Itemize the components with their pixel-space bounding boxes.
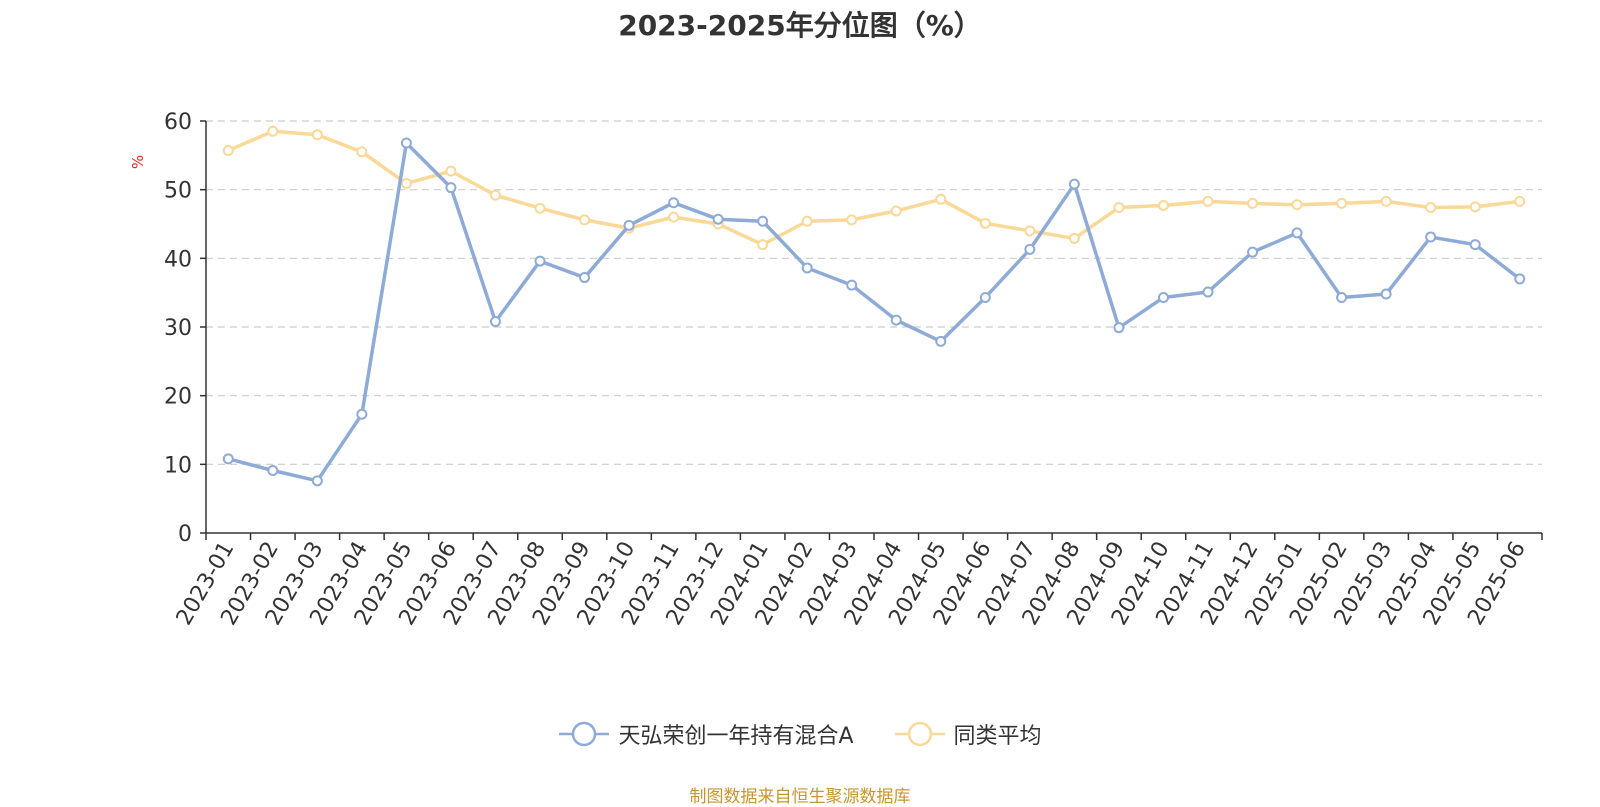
legend-label: 天弘荣创一年持有混合A (618, 724, 854, 749)
data-point (400, 137, 412, 149)
data-point (757, 215, 769, 227)
legend-item[interactable]: 天弘荣创一年持有混合A (558, 718, 854, 750)
data-point (890, 205, 902, 217)
y-tick-label: 60 (164, 110, 192, 135)
data-point (267, 125, 279, 137)
data-point (1514, 273, 1526, 285)
data-point (267, 465, 279, 477)
data-point (1202, 286, 1214, 298)
source-note: 制图数据来自恒生聚源数据库 (689, 787, 911, 807)
data-point (534, 202, 546, 214)
data-point (1157, 291, 1169, 303)
data-point (712, 213, 724, 225)
data-point (668, 211, 680, 223)
data-point (979, 291, 991, 303)
data-point (445, 165, 457, 177)
data-point (579, 272, 591, 284)
data-point (1202, 195, 1214, 207)
data-point (400, 177, 412, 189)
data-point (846, 279, 858, 291)
data-point (1024, 243, 1036, 255)
data-point (445, 182, 457, 194)
data-point (1157, 199, 1169, 211)
legend-swatch (894, 721, 945, 747)
data-point (890, 314, 902, 326)
data-point (1247, 246, 1259, 258)
data-point (623, 219, 635, 231)
series-line (227, 129, 1520, 247)
data-point (311, 129, 323, 141)
data-point (1291, 227, 1303, 239)
data-point (1380, 288, 1392, 300)
data-point (489, 316, 501, 328)
y-tick-label: 30 (164, 316, 192, 341)
data-point (489, 189, 501, 201)
legend: 天弘荣创一年持有混合A 同类平均 (0, 718, 1600, 750)
y-axis-label: % (129, 155, 147, 169)
data-point (311, 475, 323, 487)
y-tick-label: 40 (164, 247, 192, 272)
data-point (1425, 231, 1437, 243)
data-point (1380, 195, 1392, 207)
y-tick-label: 10 (164, 453, 192, 478)
data-point (356, 146, 368, 158)
data-point (356, 408, 368, 420)
data-point (757, 239, 769, 251)
y-axis-unit: % (129, 155, 147, 169)
series-group (222, 125, 1526, 487)
y-tick-label: 0 (178, 522, 192, 547)
data-point (222, 145, 234, 157)
y-tick-label: 20 (164, 385, 192, 410)
series-1 (222, 137, 1526, 487)
data-point (222, 453, 234, 465)
data-point (1068, 178, 1080, 190)
legend-label: 同类平均 (953, 724, 1042, 749)
data-point (935, 193, 947, 205)
series-2 (222, 125, 1526, 251)
data-point (534, 255, 546, 267)
data-point (1425, 202, 1437, 214)
data-point (801, 262, 813, 274)
legend-item[interactable]: 同类平均 (894, 718, 1042, 750)
data-point (1068, 232, 1080, 244)
data-point (846, 214, 858, 226)
data-point (579, 214, 591, 226)
data-point (935, 335, 947, 347)
data-point (1291, 199, 1303, 211)
data-point (1469, 201, 1481, 213)
series-line (227, 141, 1521, 483)
data-point (1024, 225, 1036, 237)
data-point (1336, 291, 1348, 303)
legend-swatch (559, 721, 610, 747)
data-point (1514, 195, 1526, 207)
data-point (1113, 202, 1125, 214)
data-point (1469, 239, 1481, 251)
data-point (1336, 197, 1348, 209)
grid-lines (206, 120, 1542, 465)
data-point (1247, 197, 1259, 209)
data-point (1113, 322, 1125, 334)
chart-title: 2023-2025年分位图（%） (618, 9, 982, 42)
y-tick-label: 50 (164, 179, 192, 204)
data-point (979, 217, 991, 229)
data-point (668, 197, 680, 209)
data-point (801, 215, 813, 227)
